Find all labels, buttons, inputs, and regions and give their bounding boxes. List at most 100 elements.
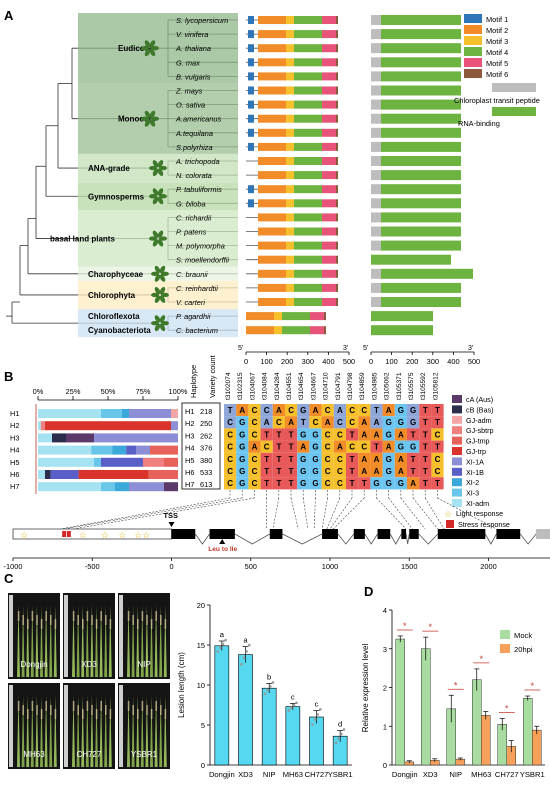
leaf-shape (144, 40, 151, 48)
intron-line (234, 533, 270, 545)
rna-binding-box (381, 198, 461, 209)
axis-tick-label: 200 (281, 357, 293, 366)
snp-base: G (410, 443, 416, 452)
data-point (221, 642, 225, 646)
snp-base: A (386, 443, 392, 452)
leaf-blade (72, 695, 75, 767)
axis-tick-label: 500 (468, 357, 480, 366)
axis-tick-label: 200 (406, 357, 418, 366)
legend-swatch (452, 436, 462, 445)
snp-cell (224, 452, 237, 465)
legend-label: XI-2 (466, 478, 479, 487)
snp-cell (224, 416, 237, 429)
snp-cell (248, 428, 261, 441)
snp-id: t3104551 (286, 372, 293, 400)
leaf-blade (150, 605, 153, 677)
bar-mock (421, 648, 431, 766)
star-icon: ☆ (444, 509, 452, 519)
significance-star: * (530, 681, 534, 691)
leaf-blade (127, 605, 130, 677)
transit-peptide-box (371, 226, 381, 237)
snp-connector (272, 497, 280, 530)
motif-2-box (258, 255, 286, 264)
motif-4-box (294, 185, 322, 194)
data-point (224, 638, 227, 642)
snp-base: A (337, 406, 343, 415)
motif-5-box (310, 312, 324, 321)
snp-base: G (312, 455, 318, 464)
photo-label: MH63 (23, 750, 45, 759)
stack-segment (38, 482, 101, 492)
motif-3-box (286, 30, 294, 39)
axis-tick-label: 0 (244, 357, 248, 366)
motif-6-box (336, 114, 338, 123)
leaf-shape (149, 165, 157, 171)
haplotype-label: H3 (10, 433, 19, 442)
data-point (219, 646, 222, 650)
snp-cell (309, 477, 322, 490)
motif-2-box (258, 241, 286, 250)
snp-cell (394, 416, 407, 429)
exon-box (209, 529, 235, 539)
snp-cell (382, 404, 395, 417)
motif-4-box (294, 86, 322, 95)
snp-base: T (435, 479, 440, 488)
clade-box (78, 182, 238, 211)
leaf-shape (157, 196, 164, 205)
legend-label: Motif 2 (486, 26, 508, 35)
snp-cell (297, 465, 310, 478)
leaf-blade (35, 695, 39, 767)
legend-label: XI-1A (466, 457, 484, 466)
legend-label: XI-1B (466, 468, 484, 477)
leaf-shape (159, 274, 166, 282)
snp-cell (419, 428, 432, 441)
motif-6-box (336, 86, 338, 95)
stack-segment (101, 409, 122, 418)
snp-base: T (423, 479, 428, 488)
rna-binding-box (381, 127, 461, 138)
exon-box (269, 529, 283, 539)
snp-cell (431, 404, 444, 417)
leaf-shape (151, 292, 159, 298)
motif-2-box (258, 171, 286, 180)
leaf-shape (149, 110, 156, 119)
variety-count: 376 (200, 444, 212, 453)
snp-cell (358, 465, 371, 478)
leaf-shape (154, 265, 161, 274)
leaf-blade (35, 605, 39, 677)
motif-3-box (286, 227, 294, 236)
transit-peptide-box (371, 184, 381, 195)
leaf-blade (26, 605, 30, 677)
transit-peptide-box (371, 240, 381, 251)
axis-tick-label: 0% (33, 387, 44, 396)
lesion (150, 709, 153, 719)
snp-cell (370, 404, 383, 417)
motif-6-box (336, 283, 338, 292)
snp-connector (302, 497, 309, 530)
snp-base: T (264, 479, 269, 488)
motif-6-box (336, 255, 338, 264)
snp-cell (431, 416, 444, 429)
data-point (287, 709, 291, 712)
sequence-length-axes: 0 100 200 300 400 500 5' 3' 0 100 200 300 400 500 5' 3' (238, 345, 480, 366)
hap-id: H5 (185, 456, 194, 465)
snp-base: T (350, 455, 355, 464)
axis-tick-label: 0 (169, 562, 173, 571)
prime-label: 3' (468, 345, 473, 352)
x-tick-label: NIP (263, 770, 276, 779)
leaf-blade (131, 695, 135, 767)
snp-base: T (276, 479, 281, 488)
snp-base: T (264, 455, 269, 464)
lesion (100, 611, 102, 621)
motif-2-box (258, 72, 286, 81)
significance-letter: b (267, 672, 271, 681)
motif-1-box (248, 16, 254, 24)
bar-20hpi (481, 715, 491, 766)
x-tick-label: CH727 (495, 770, 519, 779)
snp-cell (285, 477, 298, 490)
light-response-star: ☆ (142, 530, 150, 540)
legend-label: 20hpi (514, 645, 533, 654)
leaf-blade (154, 695, 158, 767)
data-point (240, 662, 243, 666)
stack-segment (101, 457, 143, 467)
